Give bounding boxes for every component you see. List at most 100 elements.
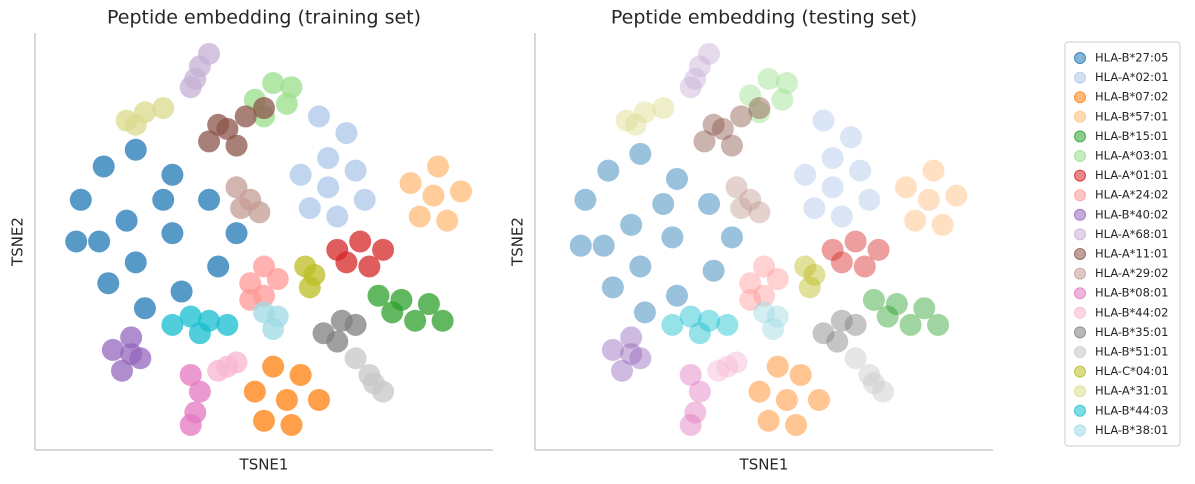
point xyxy=(766,305,789,328)
point xyxy=(698,42,721,65)
legend-label: HLA-A*24:02 xyxy=(1095,188,1169,202)
point xyxy=(266,268,289,291)
point xyxy=(353,188,376,211)
point xyxy=(624,113,647,136)
point xyxy=(317,176,340,199)
legend-label: HLA-A*03:01 xyxy=(1095,149,1169,163)
point xyxy=(927,313,950,336)
point xyxy=(798,276,821,299)
point xyxy=(298,197,321,220)
legend-marker xyxy=(1074,208,1086,221)
point xyxy=(794,255,817,278)
point xyxy=(849,159,872,182)
point xyxy=(422,184,445,207)
point xyxy=(904,209,927,232)
point xyxy=(862,288,885,311)
point xyxy=(399,172,422,195)
legend-marker xyxy=(1074,306,1086,319)
point xyxy=(753,301,775,324)
point xyxy=(344,313,367,336)
point xyxy=(922,159,945,182)
point xyxy=(917,188,940,211)
legend-label: HLA-A*02:01 xyxy=(1095,70,1169,84)
point xyxy=(124,251,147,274)
chart-title: Peptide embedding (training set) xyxy=(107,7,421,29)
point xyxy=(198,42,221,65)
point xyxy=(679,363,702,386)
point xyxy=(344,159,367,182)
point xyxy=(372,238,395,261)
x-axis-label: TSNE1 xyxy=(239,456,289,474)
point xyxy=(665,167,688,190)
point xyxy=(785,413,808,436)
point xyxy=(867,238,890,261)
point xyxy=(844,313,867,336)
point xyxy=(830,309,853,332)
point xyxy=(707,359,730,382)
legend-marker xyxy=(1074,404,1086,417)
point xyxy=(225,134,248,157)
point xyxy=(449,180,472,203)
point xyxy=(698,309,721,332)
point xyxy=(739,84,762,107)
point xyxy=(702,259,725,282)
legend-label: HLA-B*08:01 xyxy=(1095,286,1168,300)
legend-marker xyxy=(1074,385,1086,398)
point xyxy=(716,313,739,336)
point xyxy=(748,380,771,403)
legend-label: HLA-B*57:01 xyxy=(1095,109,1168,123)
point xyxy=(620,213,643,236)
point xyxy=(698,192,721,215)
point xyxy=(872,380,895,403)
point xyxy=(170,280,193,303)
point xyxy=(720,134,743,157)
point xyxy=(720,226,743,249)
point xyxy=(207,113,230,136)
point xyxy=(725,351,748,374)
point xyxy=(739,288,762,311)
legend-label: HLA-B*40:02 xyxy=(1095,207,1168,221)
point xyxy=(124,138,147,161)
point xyxy=(688,380,711,403)
point xyxy=(812,322,835,345)
point xyxy=(349,230,372,253)
point xyxy=(826,330,849,353)
point xyxy=(812,109,835,132)
point xyxy=(730,105,753,128)
point xyxy=(133,297,156,320)
legend-label: HLA-B*07:02 xyxy=(1095,90,1168,104)
legend-label: HLA-B*35:01 xyxy=(1095,325,1168,339)
point xyxy=(88,230,111,253)
point xyxy=(152,188,175,211)
point xyxy=(844,230,867,253)
point xyxy=(198,130,221,153)
point xyxy=(652,97,675,120)
point xyxy=(894,176,917,199)
point xyxy=(821,176,844,199)
point xyxy=(629,255,652,278)
point xyxy=(762,318,785,341)
x-axis-label: TSNE1 xyxy=(739,456,789,474)
point xyxy=(688,322,711,345)
legend-marker xyxy=(1074,110,1086,123)
point xyxy=(280,76,303,99)
point xyxy=(184,67,207,90)
legend-marker xyxy=(1074,189,1086,202)
point xyxy=(101,338,124,361)
point xyxy=(945,184,968,207)
point xyxy=(574,188,597,211)
point xyxy=(317,147,340,170)
point xyxy=(665,284,688,307)
point xyxy=(230,197,253,220)
point xyxy=(307,105,330,128)
point xyxy=(688,55,711,78)
point xyxy=(620,326,643,349)
legend-label: HLA-B*27:05 xyxy=(1095,51,1168,65)
legend-box xyxy=(1064,41,1181,447)
legend-label: HLA-B*44:02 xyxy=(1095,305,1168,319)
point xyxy=(436,209,459,232)
point xyxy=(592,234,615,257)
legend-label: HLA-A*11:01 xyxy=(1095,247,1169,261)
point xyxy=(69,188,92,211)
legend-marker xyxy=(1074,326,1086,339)
